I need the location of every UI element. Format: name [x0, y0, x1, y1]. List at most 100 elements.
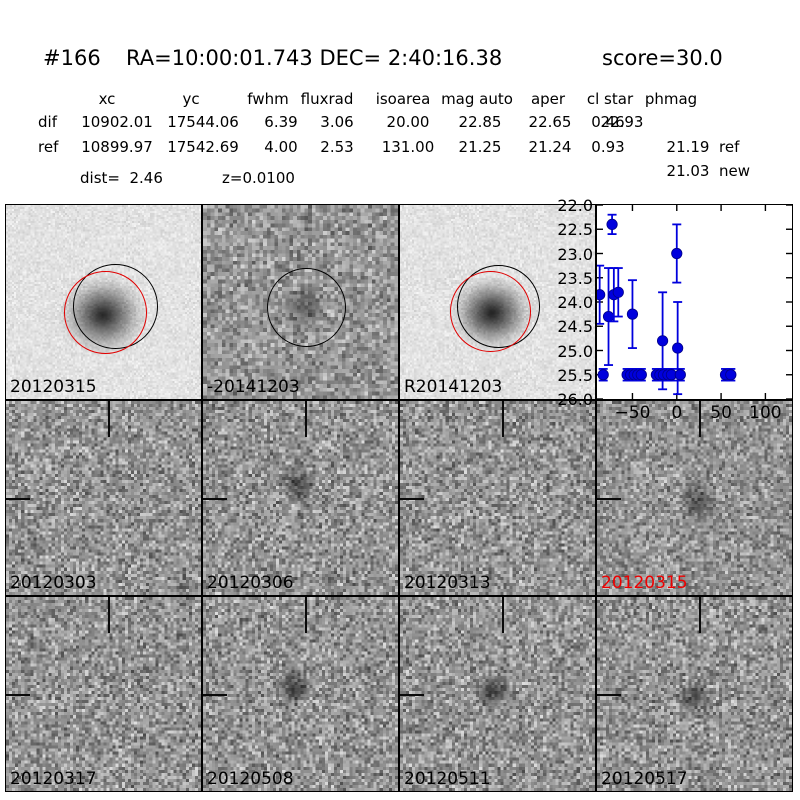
dif-xc: 10902.01	[81, 113, 153, 131]
ref-cl-star: 0.93	[591, 138, 624, 156]
panel-date-label: -20141203	[207, 377, 300, 397]
lightcurve-point	[613, 287, 623, 297]
crosshair-tick-h	[400, 498, 424, 500]
ref-phmag-suffix: ref	[719, 138, 739, 156]
col-header-isoarea: isoarea	[376, 90, 431, 108]
lightcurve-ytick-label: 22.0	[405, 196, 593, 215]
ref-yc: 17542.69	[167, 138, 239, 156]
lightcurve-ytick-label: 23.5	[405, 269, 593, 288]
lightcurve-point	[603, 311, 613, 321]
lightcurve-point	[636, 370, 646, 380]
crosshair-tick-v	[305, 597, 307, 633]
ref-fwhm: 4.00	[264, 138, 297, 156]
panel-date-label: 20120313	[404, 573, 491, 593]
ref-mag-auto: 21.25	[459, 138, 502, 156]
panel-date-label: 20120303	[10, 573, 97, 593]
lightcurve-xtick-label: −50	[615, 403, 651, 423]
crosshair-tick-v	[108, 597, 110, 633]
source-blob	[275, 669, 311, 705]
col-header-mag-auto: mag auto	[441, 90, 513, 108]
row-label-ref: ref	[38, 138, 58, 156]
source-blob	[677, 679, 713, 715]
crosshair-tick-h	[6, 498, 30, 500]
ref-fluxrad: 2.53	[320, 138, 353, 156]
panel-date-label: 20120517	[601, 769, 688, 789]
crosshair-tick-h	[597, 694, 621, 696]
panel-epoch-20120317: 20120317	[5, 596, 202, 792]
ref-phmag: 21.19	[667, 138, 710, 156]
ref-isoarea: 131.00	[382, 138, 435, 156]
redshift-value: z=0.0100	[222, 169, 295, 187]
panel-difference-image: -20141203	[202, 204, 399, 400]
dif-mag-auto: 22.85	[459, 113, 502, 131]
crosshair-tick-v	[699, 401, 701, 437]
panel-date-label: 20120315	[601, 573, 688, 593]
lightcurve-xtick-label: 0	[671, 403, 682, 423]
noise-image	[6, 597, 201, 791]
lightcurve-ytick-label: 23.0	[405, 245, 593, 264]
lightcurve-point	[657, 336, 667, 346]
col-header-cl-star: cl star	[587, 90, 633, 108]
coordinates: RA=10:00:01.743 DEC= 2:40:16.38	[126, 46, 502, 70]
ref-aper: 21.24	[529, 138, 572, 156]
panel-date-label: 20120315	[10, 377, 97, 397]
col-header-phmag: phmag	[645, 90, 697, 108]
source-blob	[677, 481, 717, 521]
lightcurve-plot	[597, 205, 792, 399]
lightcurve-ytick-label: 24.0	[405, 293, 593, 312]
lightcurve-point	[607, 219, 617, 229]
lightcurve-ytick-label: 22.5	[405, 220, 593, 239]
transient-candidate-vetting-page: #166 RA=10:00:01.743 DEC= 2:40:16.38 sco…	[0, 0, 800, 800]
crosshair-tick-h	[597, 498, 621, 500]
crosshair-tick-v	[502, 597, 504, 633]
panel-epoch-20120306: 20120306	[202, 400, 399, 596]
crosshair-tick-v	[108, 401, 110, 437]
col-header-yc: yc	[182, 90, 199, 108]
lightcurve-ytick-label: 24.5	[405, 317, 593, 336]
candidate-id: #166	[43, 46, 101, 70]
source-blob	[476, 671, 510, 709]
crosshair-tick-h	[6, 694, 30, 696]
dist-value: dist= 2.46	[80, 169, 163, 187]
dif-fluxrad: 3.06	[320, 113, 353, 131]
noise-image	[400, 401, 595, 595]
panel-date-label: 20120508	[207, 769, 294, 789]
crosshair-tick-v	[699, 597, 701, 633]
lightcurve-xtick-label: 100	[749, 403, 781, 423]
dif-phmag: 22.93	[601, 113, 644, 131]
dif-yc: 17544.06	[167, 113, 239, 131]
lightcurve-xtick-label: 50	[710, 403, 732, 423]
new-phmag: 21.03	[667, 162, 710, 180]
noise-image	[6, 401, 201, 595]
new-phmag-suffix: new	[719, 162, 750, 180]
lightcurve-point	[726, 370, 736, 380]
panel-epoch-20120508: 20120508	[202, 596, 399, 792]
lightcurve-ytick-label: 25.0	[405, 342, 593, 361]
col-header-aper: aper	[531, 90, 565, 108]
panel-epoch-20120303: 20120303	[5, 400, 202, 596]
panel-date-label: 20120511	[404, 769, 491, 789]
lightcurve-point	[598, 370, 608, 380]
row-label-dif: dif	[38, 113, 57, 131]
lightcurve-ytick-label: 25.5	[405, 366, 593, 385]
crosshair-tick-h	[400, 694, 424, 696]
aperture-circle-red	[64, 271, 147, 354]
lightcurve-point	[672, 343, 682, 353]
dif-aper: 22.65	[529, 113, 572, 131]
col-header-fwhm: fwhm	[247, 90, 288, 108]
panel-epoch-20120511: 20120511	[399, 596, 596, 792]
dif-fwhm: 6.39	[264, 113, 297, 131]
panel-date-label: 20120306	[207, 573, 294, 593]
col-header-xc: xc	[99, 90, 116, 108]
crosshair-tick-h	[203, 694, 227, 696]
panel-new-image: 20120315	[5, 204, 202, 400]
panel-epoch-20120313: 20120313	[399, 400, 596, 596]
score-value: score=30.0	[602, 46, 723, 70]
aperture-circle-black	[267, 268, 346, 347]
col-header-fluxrad: fluxrad	[301, 90, 354, 108]
panel-lightcurve	[596, 204, 793, 400]
crosshair-tick-v	[305, 401, 307, 437]
dif-isoarea: 20.00	[387, 113, 430, 131]
lightcurve-point	[672, 248, 682, 258]
panel-epoch-20120315-detection: 20120315	[596, 400, 793, 596]
